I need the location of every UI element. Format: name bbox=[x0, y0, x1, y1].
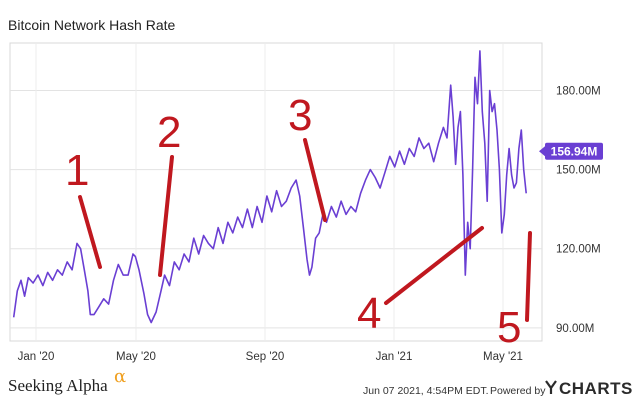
current-value-badge: 156.94M bbox=[539, 142, 603, 160]
annotation-line-4 bbox=[384, 226, 484, 305]
y-axis-ticks: 90.00M 120.00M 150.00M 180.00M bbox=[556, 85, 601, 334]
seeking-alpha-logo: Seeking Alpha α bbox=[8, 366, 126, 395]
annotation-line-3 bbox=[303, 138, 327, 222]
powered-by-label: Powered by bbox=[490, 385, 546, 397]
annotation-label-2: 2 bbox=[157, 108, 181, 157]
x-tick-label: May '21 bbox=[483, 351, 523, 363]
ycharts-y-icon bbox=[545, 380, 557, 394]
y-tick-label: 120.00M bbox=[556, 244, 601, 256]
y-tick-label: 180.00M bbox=[556, 85, 601, 97]
x-axis-ticks: Jan '20 May '20 Sep '20 Jan '21 May '21 bbox=[18, 351, 523, 363]
x-gridlines bbox=[35, 43, 504, 341]
annotation-label-1: 1 bbox=[65, 146, 89, 195]
ycharts-logo: CHARTS bbox=[545, 379, 633, 398]
ycharts-provider-name: CHARTS bbox=[559, 379, 633, 398]
current-value-label: 156.94M bbox=[551, 144, 598, 158]
x-tick-label: May '20 bbox=[116, 351, 156, 363]
chart-title: Bitcoin Network Hash Rate bbox=[8, 17, 176, 33]
annotation-line-5 bbox=[525, 231, 532, 322]
alpha-icon: α bbox=[114, 366, 126, 387]
annotation-label-4: 4 bbox=[357, 289, 381, 338]
x-tick-label: Jan '20 bbox=[18, 351, 55, 363]
annotation-line-2 bbox=[158, 155, 174, 277]
annotation-lines bbox=[78, 138, 532, 322]
annotation-label-3: 3 bbox=[288, 91, 312, 140]
y-tick-label: 150.00M bbox=[556, 165, 601, 177]
annotation-label-5: 5 bbox=[497, 303, 521, 352]
annotation-line-1 bbox=[78, 195, 102, 269]
x-tick-label: Sep '20 bbox=[246, 351, 285, 363]
chart-timestamp: Jun 07 2021, 4:54PM EDT. bbox=[363, 385, 489, 397]
x-tick-label: Jan '21 bbox=[376, 351, 413, 363]
y-tick-label: 90.00M bbox=[556, 323, 594, 335]
brand-name: Seeking Alpha bbox=[8, 376, 108, 395]
hash-rate-line bbox=[12, 50, 527, 324]
